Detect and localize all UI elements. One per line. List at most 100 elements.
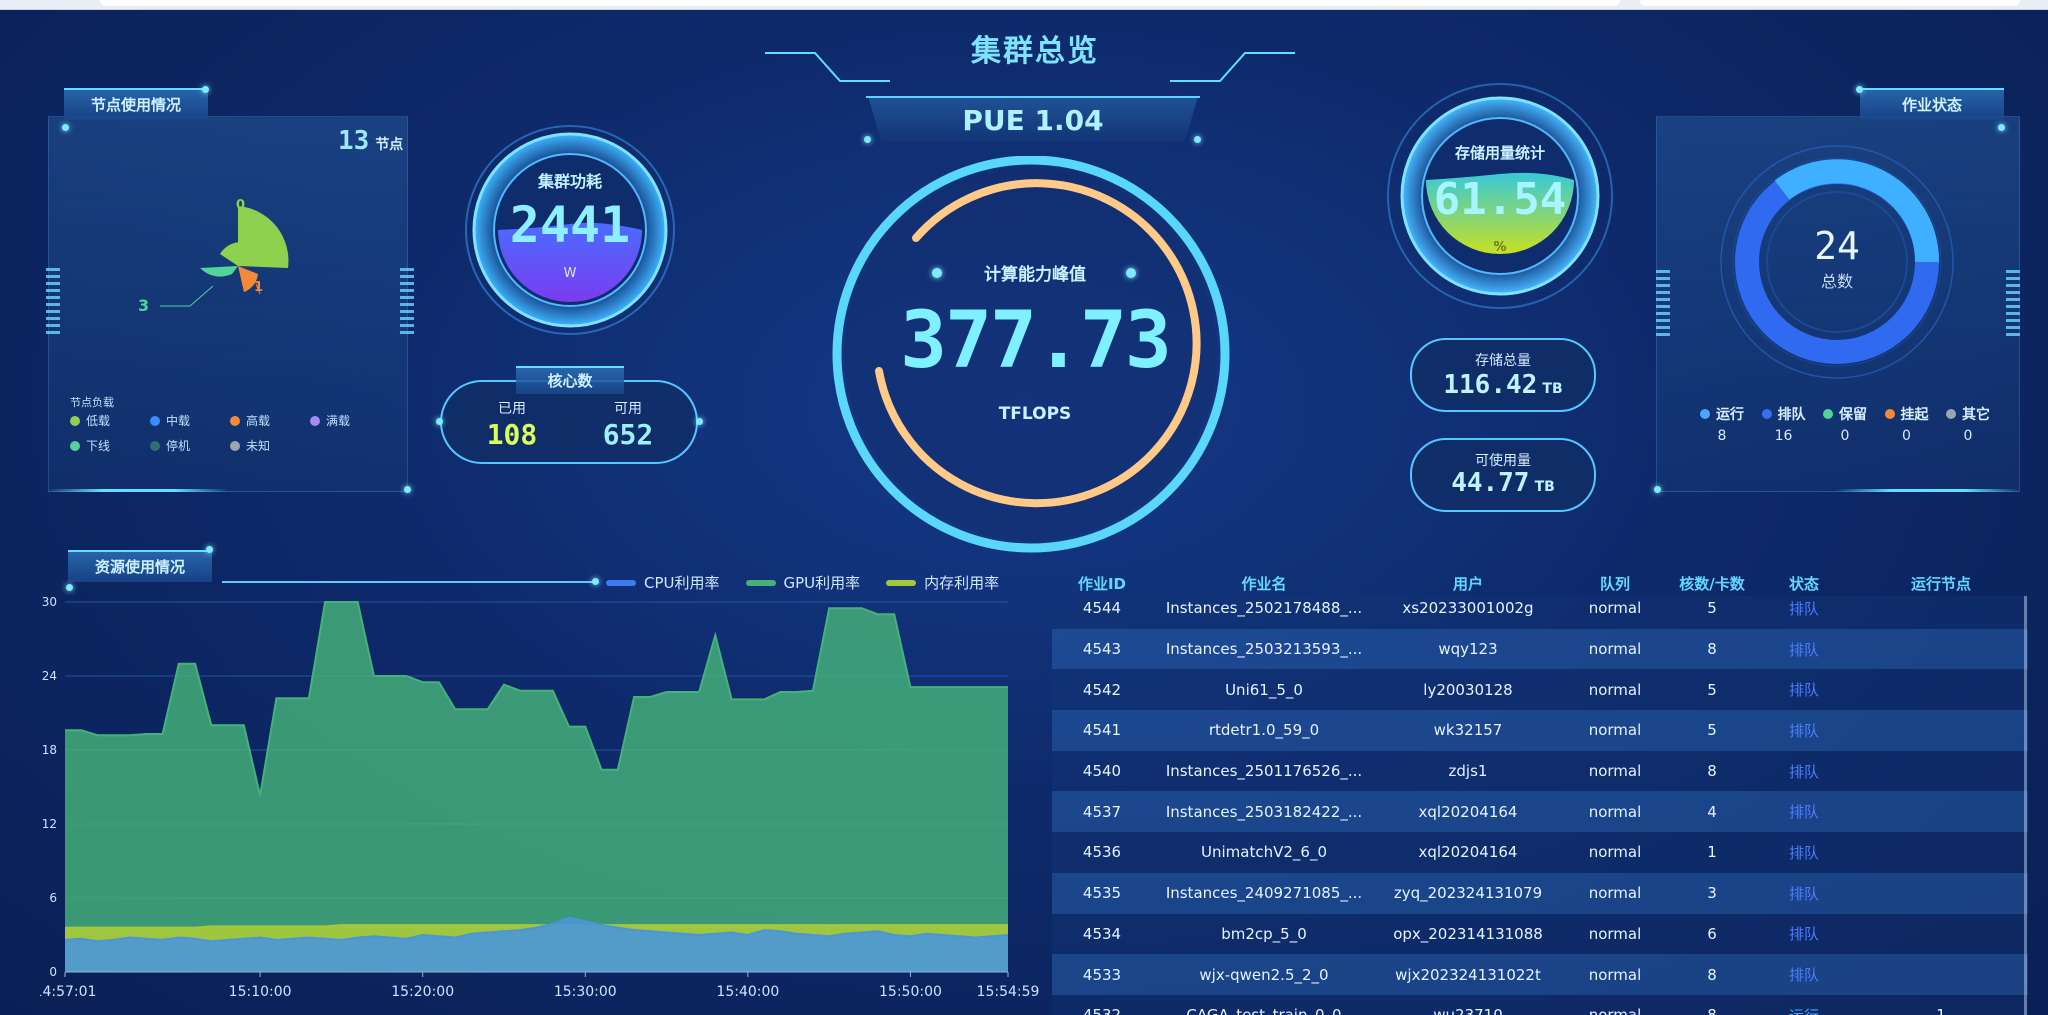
node-panel-title: 节点使用情况 — [64, 88, 208, 120]
cell-user: ly20030128 — [1376, 669, 1560, 711]
legend-item-down: 停机 — [150, 437, 230, 454]
cell-id: 4535 — [1052, 872, 1152, 914]
storage-gauge — [1387, 83, 1613, 309]
resource-dot-3 — [592, 578, 599, 585]
job-panel-underline — [1836, 489, 2020, 492]
series-cpu-line — [64, 916, 1009, 943]
legend-cpu: CPU利用率 — [606, 572, 720, 593]
table-row[interactable]: 4544 Instances_2502178488_... xs2023300100… — [1052, 596, 2028, 629]
cell-status: 排队 — [1754, 596, 1854, 629]
top-strip-bar — [100, 0, 1620, 6]
power-gauge — [465, 125, 675, 335]
node-count: 13 节点 — [338, 126, 403, 156]
storage-avail-unit: TB — [1534, 479, 1555, 495]
col-header-status[interactable]: 状态 — [1788, 574, 1819, 593]
cell-id: 4533 — [1052, 954, 1152, 995]
cell-user: wk32157 — [1376, 710, 1560, 751]
cell-nodes — [1854, 872, 2028, 914]
cell-name: Instances_2503182422_... — [1152, 791, 1376, 833]
job-total: 24 — [1814, 224, 1860, 268]
cell-queue: normal — [1560, 791, 1670, 833]
job-panel-dot-2 — [1998, 124, 2005, 131]
x-tick-label: 15:54:59 — [977, 984, 1040, 1000]
rose-label-top: 0 — [236, 198, 246, 213]
x-tick-label: 14:57:01 — [40, 984, 96, 1000]
cell-status: 排队 — [1754, 628, 1854, 670]
cell-cores: 4 — [1670, 791, 1754, 833]
cell-id: 4543 — [1052, 628, 1152, 670]
cell-name: wjx-qwen2.5_2_0 — [1152, 954, 1376, 995]
storage-percent-unit: % — [1493, 240, 1507, 255]
job-table-viewport[interactable]: 4544 Instances_2502178488_... xs2023300100… — [1052, 596, 2028, 1015]
table-row[interactable]: 4532CAGA_test_train_0_0wu23710normal8运行1 — [1052, 994, 2028, 1015]
table-row[interactable]: 4537 Instances_2503182422_... xql20204164 n… — [1052, 791, 2028, 833]
cell-queue: normal — [1560, 628, 1670, 670]
col-header-queue[interactable]: 队列 — [1599, 574, 1630, 593]
job-table-scrollbar[interactable] — [2024, 596, 2027, 1015]
table-row[interactable]: 4536 UnimatchV2_6_0 xql20204164 normal 1 排队 — [1052, 832, 2028, 873]
cell-name: Instances_2501176526_... — [1152, 750, 1376, 792]
top-strip-bar-right — [1640, 0, 2020, 6]
y-tick-label: 0 — [49, 965, 57, 979]
x-tick-label: 15:30:00 — [554, 984, 617, 1000]
cell-status: 运行 — [1754, 994, 1854, 1015]
job-status-title: 作业状态 — [1860, 88, 2004, 120]
storage-total: 116.42 TB — [1410, 370, 1596, 400]
y-tick-label: 24 — [42, 669, 57, 683]
x-tick-label: 15:20:00 — [391, 984, 454, 1000]
series-mem-line — [65, 924, 1008, 929]
cell-nodes — [1854, 628, 2028, 670]
cell-status: 排队 — [1754, 832, 1854, 873]
col-header-cores[interactable]: 核数/卡数 — [1679, 574, 1745, 593]
table-row[interactable]: 4540 Instances_2501176526_... zdjs1 normal 8… — [1052, 750, 2028, 792]
cell-cores: 5 — [1670, 710, 1754, 751]
x-tick-label: 15:40:00 — [716, 984, 779, 1000]
y-tick-label: 30 — [42, 595, 57, 609]
resource-usage-chart: 0 6 12 18 24 30 14:57:01 15:10:00 15:20:00 15:30:… — [40, 595, 1040, 1000]
job-table-header: 作业ID 作业名 用户 队列 核数/卡数 状态 运行节点 — [1052, 570, 2028, 596]
cell-nodes — [1854, 832, 2028, 873]
cell-id: 4541 — [1052, 710, 1152, 751]
cell-queue: normal — [1560, 954, 1670, 995]
cell-nodes — [1854, 913, 2028, 955]
page-title: 集群总览 — [971, 34, 1099, 69]
cell-name: Instances_2503213593_... — [1152, 628, 1376, 670]
node-panel-dot-3 — [404, 486, 411, 493]
x-tick-label: 15:50:00 — [879, 984, 942, 1000]
legend-item-low: 低载 — [70, 412, 150, 429]
col-header-id[interactable]: 作业ID — [1077, 574, 1127, 593]
storage-total-unit: TB — [1542, 381, 1563, 397]
cell-queue: normal — [1560, 596, 1670, 629]
cell-user: zyq_202324131079 — [1376, 872, 1560, 914]
table-row[interactable]: 4535 Instances_2409271085_... zyq_20232413… — [1052, 872, 2028, 914]
table-row[interactable]: 4542 Uni61_5_0 ly20030128 normal 5 排队 — [1052, 669, 2028, 711]
job-donut — [1720, 145, 1954, 379]
table-row[interactable]: 4541 rtdetr1.0_59_0 wk32157 normal 5 排队 — [1052, 710, 2028, 751]
title-decoration — [765, 52, 1295, 82]
cell-queue: normal — [1560, 669, 1670, 711]
rose-slice-offline — [200, 266, 238, 277]
cell-user: wu23710 — [1376, 994, 1560, 1015]
legend-item-high: 高载 — [230, 412, 310, 429]
job-legend: 运行 8 排队 16 保留 0 挂起 0 其它 0 — [1700, 404, 1990, 444]
y-tick-label: 6 — [49, 891, 57, 905]
node-panel-sidebars-left — [46, 268, 60, 348]
col-header-name[interactable]: 作业名 — [1241, 574, 1287, 593]
node-count-value: 13 — [338, 126, 370, 156]
table-row[interactable]: 4533 wjx-qwen2.5_2_0 wjx202324131022t norma… — [1052, 954, 2028, 995]
table-row[interactable]: 4534 bm2cp_5_0 opx_202314131088 normal 6 排队 — [1052, 913, 2028, 955]
table-row[interactable]: 4543 Instances_2503213593_... wqy123 normal… — [1052, 628, 2028, 670]
power-value: 2441 — [509, 196, 631, 254]
y-tick-label: 18 — [42, 743, 57, 757]
node-panel-dot — [62, 124, 69, 131]
peak-unit: TFLOPS — [998, 404, 1072, 424]
col-header-user[interactable]: 用户 — [1452, 574, 1483, 593]
job-table-body: 4544 Instances_2502178488_... xs2023300100… — [1052, 596, 2028, 1015]
job-legend-other: 其它 0 — [1946, 404, 1990, 444]
cell-nodes — [1854, 954, 2028, 995]
series-gpu-line — [65, 601, 1008, 796]
power-title: 集群功耗 — [537, 172, 602, 191]
cell-id: 4536 — [1052, 832, 1152, 873]
col-header-nodes[interactable]: 运行节点 — [1910, 574, 1971, 593]
cell-cores: 5 — [1670, 596, 1754, 629]
